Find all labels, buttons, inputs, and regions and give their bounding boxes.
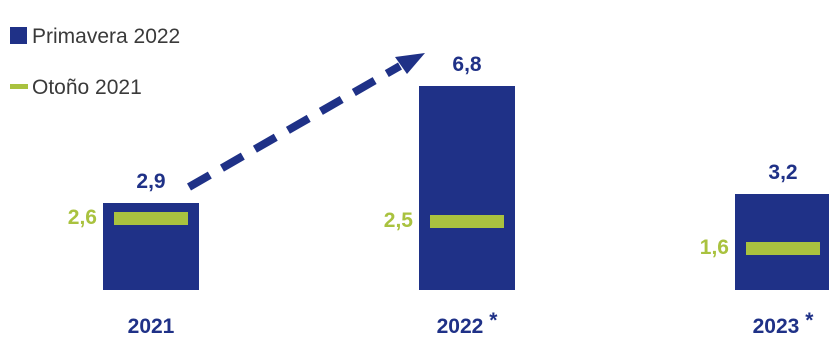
legend-swatch-otono [10, 84, 28, 89]
category-label-2023: 2023 * [753, 309, 815, 338]
legend-label-otono: Otoño 2021 [32, 76, 142, 99]
marker-otono-2022 [430, 215, 504, 228]
value-label-primavera-2022: 6,8 [452, 53, 482, 76]
marker-otono-2021 [114, 212, 188, 225]
legend-label-primavera: Primavera 2022 [32, 25, 180, 48]
legend-swatch-primavera [10, 27, 27, 44]
bars [103, 86, 829, 290]
legend-item-primavera: Primavera 2022 [10, 25, 180, 48]
bar-primavera-2022 [419, 86, 515, 290]
category-footnote-mark: * [805, 309, 814, 332]
value-label-otono-2022: 2,5 [384, 209, 414, 232]
trend-arrow-head [395, 53, 425, 74]
category-footnote-mark: * [489, 309, 498, 332]
legend: Primavera 2022 Otoño 2021 [10, 25, 180, 99]
value-label-primavera-2021: 2,9 [136, 170, 165, 193]
trend-arrow-line [187, 62, 402, 191]
marker-otono-2023 [746, 242, 820, 255]
category-label-2021: 2021 [128, 315, 175, 338]
value-label-otono-2023: 1,6 [700, 236, 729, 259]
category-label-2022: 2022 * [437, 309, 499, 338]
legend-item-otono: Otoño 2021 [10, 76, 142, 99]
value-label-otono-2021: 2,6 [68, 206, 97, 229]
value-label-primavera-2023: 3,2 [768, 161, 797, 184]
trend-arrow-layer [187, 53, 425, 191]
